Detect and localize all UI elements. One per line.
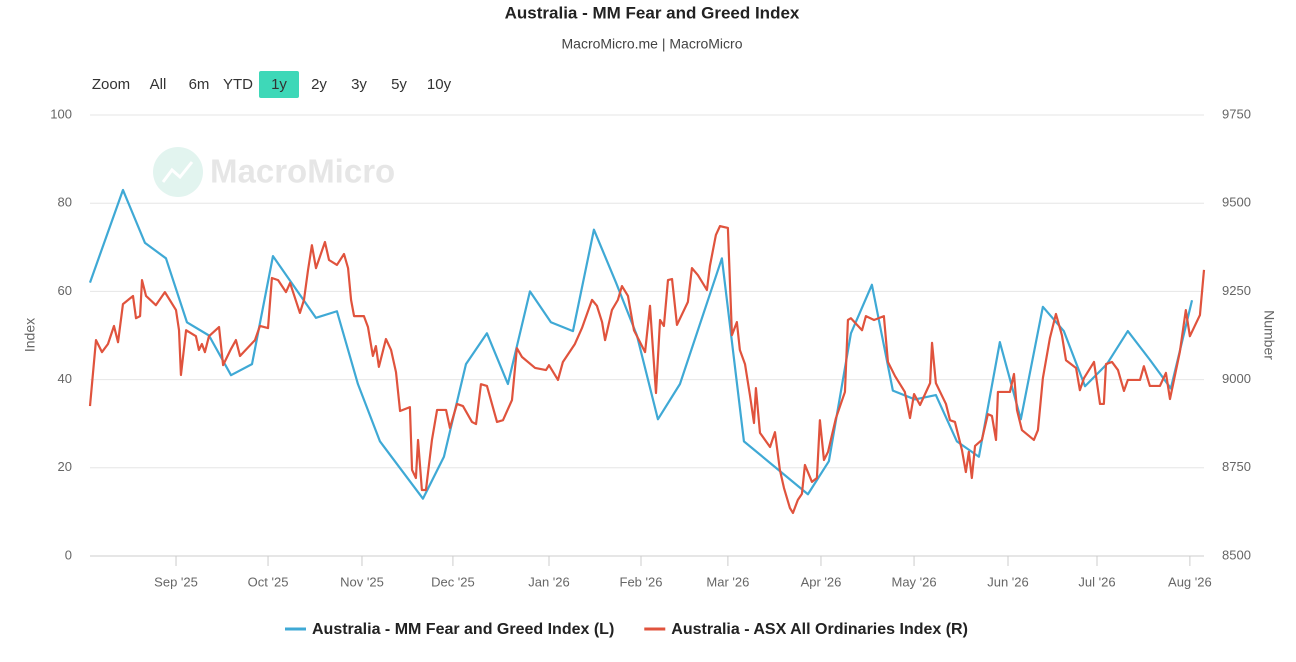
y-tick-label: 40 xyxy=(58,371,72,386)
x-tick-label: Oct '25 xyxy=(248,574,289,589)
y2-axis-label: Number xyxy=(1261,310,1277,360)
y-tick-label: 100 xyxy=(50,106,72,121)
range-button-selected[interactable] xyxy=(259,71,299,98)
chart-subtitle: MacroMicro.me | MacroMicro xyxy=(562,36,743,52)
y-tick-label: 0 xyxy=(65,547,72,562)
chart-title: Australia - MM Fear and Greed Index xyxy=(505,3,800,22)
watermark-text: MacroMicro xyxy=(210,153,395,190)
y-axis-label: Index xyxy=(22,318,38,352)
y2-tick-label: 9250 xyxy=(1222,283,1251,298)
x-tick-label: Jun '26 xyxy=(987,574,1029,589)
watermark-icon-line xyxy=(161,161,194,183)
x-tick-label: Sep '25 xyxy=(154,574,198,589)
range-button[interactable]: 5y xyxy=(391,76,407,93)
range-button[interactable]: 3y xyxy=(351,76,367,93)
x-tick-label: Dec '25 xyxy=(431,574,475,589)
range-button[interactable]: All xyxy=(150,76,167,93)
y-tick-label: 60 xyxy=(58,283,72,298)
y-tick-label: 20 xyxy=(58,459,72,474)
x-tick-label: Apr '26 xyxy=(801,574,842,589)
x-tick-label: Jan '26 xyxy=(528,574,570,589)
x-tick-label: May '26 xyxy=(891,574,936,589)
watermark: MacroMicro xyxy=(153,147,395,197)
zoom-label: Zoom xyxy=(92,76,130,93)
x-tick-label: Aug '26 xyxy=(1168,574,1212,589)
y2-tick-label: 8750 xyxy=(1222,459,1251,474)
x-tick-label: Mar '26 xyxy=(706,574,749,589)
y2-tick-label: 9500 xyxy=(1222,195,1251,210)
range-button[interactable]: 1y xyxy=(271,76,287,93)
x-tick-label: Nov '25 xyxy=(340,574,384,589)
range-button[interactable]: 2y xyxy=(311,76,327,93)
range-button[interactable]: 10y xyxy=(427,76,452,93)
y-tick-label: 80 xyxy=(58,195,72,210)
y2-tick-label: 9750 xyxy=(1222,106,1251,121)
y2-tick-label: 9000 xyxy=(1222,371,1251,386)
legend-label[interactable]: Australia - ASX All Ordinaries Index (R) xyxy=(671,621,968,638)
y2-tick-label: 8500 xyxy=(1222,547,1251,562)
series-line xyxy=(88,225,1206,515)
x-tick-label: Jul '26 xyxy=(1078,574,1115,589)
legend-label[interactable]: Australia - MM Fear and Greed Index (L) xyxy=(312,621,614,638)
range-button[interactable]: YTD xyxy=(223,76,253,93)
x-tick-label: Feb '26 xyxy=(620,574,663,589)
range-button[interactable]: 6m xyxy=(189,76,210,93)
watermark-icon xyxy=(153,147,203,197)
